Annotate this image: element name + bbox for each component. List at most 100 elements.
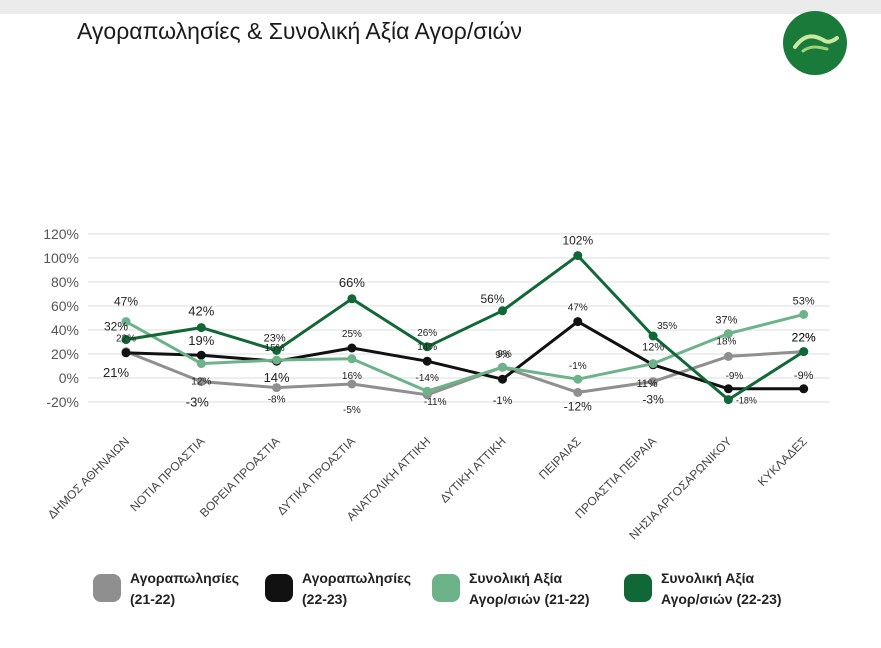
legend-label: Συνολική Αξία Αγορ/σιών (21-22)	[469, 570, 590, 607]
data-label: -3%	[642, 393, 664, 407]
data-label: 47%	[568, 303, 588, 314]
data-point	[799, 384, 809, 394]
x-tick-label: ΔΥΤΙΚΗ ΑΤΤΙΚΗ	[437, 434, 508, 505]
data-label: 53%	[793, 295, 815, 307]
y-tick-label: 40%	[51, 322, 79, 338]
data-label: 9%	[495, 350, 510, 361]
data-point	[573, 251, 583, 261]
data-label: 12%	[191, 377, 211, 388]
data-point	[121, 335, 131, 345]
data-point	[422, 386, 432, 396]
data-label: 12%	[642, 342, 664, 354]
data-point	[121, 348, 131, 358]
data-label: 37%	[715, 315, 737, 327]
data-label: -8%	[268, 395, 286, 406]
data-label: 14%	[264, 370, 290, 385]
top-bar	[0, 0, 881, 14]
x-tick-label: ΠΡΟΑΣΤΙΑ ΠΕΙΡΑΙΑ	[572, 434, 659, 521]
legend-label: Αγοραπωλησίες (21-22)	[130, 570, 240, 607]
data-point	[648, 359, 658, 369]
data-point	[573, 317, 583, 327]
series-line	[125, 320, 804, 391]
data-point	[723, 384, 733, 394]
data-label: 22%	[792, 331, 816, 345]
data-point	[347, 343, 357, 353]
legend-item: Συνολική Αξία Αγορ/σιών (21-22)	[432, 568, 619, 610]
data-point	[723, 329, 733, 339]
data-label: -9%	[726, 371, 744, 382]
legend-swatch	[624, 574, 652, 602]
data-label: 14%	[417, 342, 437, 353]
legend-swatch	[432, 574, 460, 602]
data-point	[347, 294, 357, 304]
data-label: 15%	[265, 343, 285, 354]
data-point	[573, 387, 583, 397]
y-tick-label: -20%	[46, 394, 79, 410]
x-tick-label: ΒΟΡΕΙΑ ΠΡΟΑΣΤΙΑ	[197, 434, 283, 520]
data-label: -11%	[424, 397, 447, 408]
data-label: -1%	[569, 361, 587, 372]
y-tick-label: 60%	[51, 298, 79, 314]
data-point	[272, 355, 282, 365]
data-label: 35%	[657, 321, 677, 332]
series-line	[125, 312, 805, 393]
data-label: 32%	[104, 320, 128, 334]
x-tick-label: ΚΥΚΛΑΔΕΣ	[755, 434, 810, 489]
data-point	[196, 323, 206, 333]
data-point	[272, 383, 282, 393]
data-label: -5%	[343, 405, 361, 416]
data-point	[196, 350, 206, 360]
data-point	[648, 331, 658, 341]
y-tick-label: 80%	[51, 274, 79, 290]
data-label: 102%	[562, 234, 593, 248]
data-point	[723, 351, 733, 361]
x-tick-label: ΔΗΜΟΣ ΑΘΗΝΑΙΩΝ	[45, 434, 132, 521]
data-point	[498, 306, 507, 316]
data-label: -1%	[493, 395, 513, 407]
data-point	[422, 356, 432, 366]
data-label: 42%	[188, 304, 214, 319]
data-point	[498, 362, 507, 372]
data-point	[573, 374, 583, 384]
data-label: -3%	[186, 395, 210, 410]
series-line	[125, 254, 805, 402]
data-point	[799, 347, 809, 357]
data-point	[347, 354, 357, 364]
data-point	[723, 395, 733, 405]
y-tick-label: 100%	[43, 250, 79, 266]
y-tick-label: 20%	[51, 346, 79, 362]
data-label: -14%	[416, 373, 439, 384]
data-point	[121, 317, 131, 327]
legend-label: Συνολική Αξία Αγορ/σιών (22-23)	[661, 570, 782, 607]
data-point	[272, 345, 282, 355]
legend: Αγοραπωλησίες (21-22) Αγοραπωλησίες (22-23)…	[0, 568, 881, 638]
data-label: -12%	[564, 399, 592, 413]
data-label: 18%	[716, 336, 736, 347]
data-label: 16%	[342, 371, 362, 382]
data-label: -9%	[794, 370, 814, 382]
legend-swatch	[93, 574, 121, 602]
data-label: 66%	[339, 275, 365, 290]
data-point	[648, 377, 658, 387]
data-label: 25%	[342, 329, 362, 340]
data-point	[347, 379, 357, 389]
x-tick-label: ΝΟΤΙΑ ΠΡΟΑΣΤΙΑ	[127, 434, 207, 514]
data-label: 47%	[114, 295, 138, 309]
data-label: 26%	[417, 328, 437, 339]
data-label: -18%	[736, 396, 757, 406]
data-point	[498, 374, 507, 384]
data-point	[196, 377, 206, 387]
x-tick-label: ΔΥΤΙΚΑ ΠΡΟΑΣΤΙΑ	[274, 434, 358, 518]
legend-item: Αγοραπωλησίες (22-23)	[265, 568, 452, 610]
legend-label: Αγοραπωλησίες (22-23)	[302, 570, 412, 607]
legend-item: Αγοραπωλησίες (21-22)	[93, 568, 280, 610]
y-tick-label: 120%	[43, 226, 79, 242]
data-label: 22%	[116, 334, 136, 345]
data-label: 22%	[792, 331, 816, 345]
data-point	[422, 342, 432, 352]
data-point	[799, 309, 809, 319]
data-label: 9%	[497, 349, 512, 360]
leaf-logo-icon	[783, 11, 847, 75]
legend-swatch	[265, 574, 293, 602]
data-label: 11%	[636, 378, 657, 390]
